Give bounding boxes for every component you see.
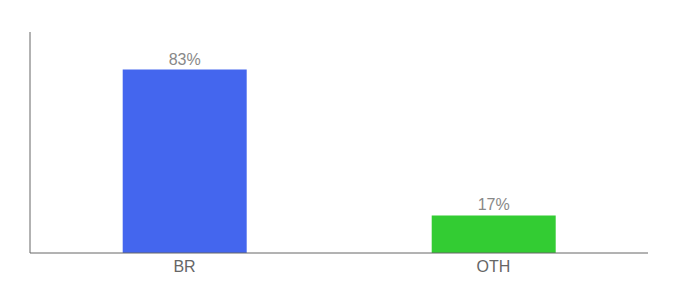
svg-text:BR: BR [173,258,195,275]
svg-text:83%: 83% [169,51,201,68]
svg-text:17%: 17% [478,196,510,213]
svg-text:OTH: OTH [477,258,511,275]
